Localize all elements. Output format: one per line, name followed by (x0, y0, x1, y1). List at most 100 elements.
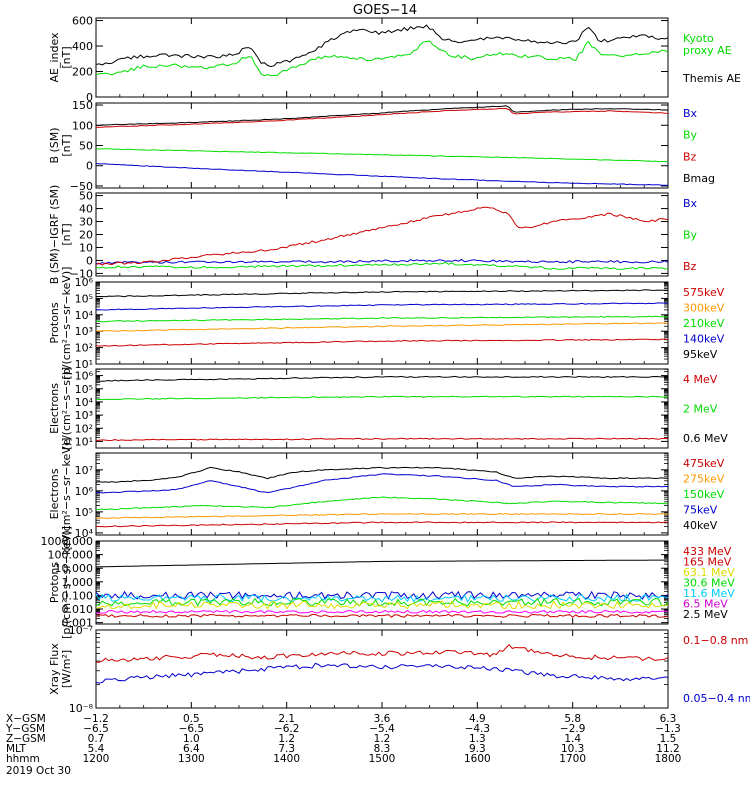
y-tick-label: 10⁶ (75, 276, 94, 289)
series-line-bx (96, 260, 668, 264)
legend-entry: 2.5 MeV (683, 608, 728, 621)
series-line-kyoto (96, 41, 668, 76)
x-axis-value: 1300 (178, 753, 205, 765)
series-line-6-5-mev (96, 611, 668, 614)
y-tick-label: 10² (75, 342, 93, 355)
y-tick-label: 10⁶ (75, 485, 94, 498)
legend-entry: 0.6 MeV (683, 432, 728, 445)
series-line-150kev (96, 497, 668, 510)
y-tick-label: 400 (72, 40, 93, 53)
y-tick-label: 200 (72, 66, 93, 79)
y-tick-label: 30 (79, 216, 93, 229)
series-line-2-5-mev (96, 615, 668, 618)
y-axis-label-line: [e/(cm²−s−sr)] (60, 367, 73, 450)
y-axis-label-line: [nT] (60, 46, 73, 68)
series-line-575kev (96, 290, 668, 297)
x-axis-value: 1600 (464, 753, 491, 765)
y-axis-label: B (SM)[nT] (48, 127, 73, 163)
y-tick-label: 10³ (75, 409, 93, 422)
y-tick-label: 10⁶ (75, 370, 94, 383)
y-tick-label: 10⁷ (75, 464, 93, 477)
legend-entry: proxy AE (683, 44, 732, 57)
series-line-bz (96, 108, 668, 127)
series-line-95kev (96, 339, 668, 346)
series-line-by (96, 149, 668, 162)
legend-entry: 140keV (683, 333, 725, 346)
panel-protons2: 0.0010.0100.1001.00010.000100.0001000.00… (41, 526, 736, 639)
legend-entry: 2 MeV (683, 403, 718, 416)
series-line-0-1-0-8-nm (96, 645, 668, 663)
legend-entry: 4 MeV (683, 373, 718, 386)
series-group (96, 106, 668, 186)
series-group (96, 207, 668, 269)
y-axis-label-line: [nT] (60, 134, 73, 156)
series-line-210kev (96, 316, 668, 322)
legend-entry: By (683, 229, 698, 242)
series-line-75kev (96, 514, 668, 519)
series-line-300kev (96, 303, 668, 310)
y-tick-label: 20 (79, 229, 93, 242)
legend-entry: 40keV (683, 519, 718, 532)
series-line-475kev (96, 467, 668, 482)
series-line-themis-ae (96, 25, 668, 67)
x-axis-row-label: hhmm (6, 753, 40, 765)
series-group (96, 560, 668, 617)
y-tick-label: 10⁵ (75, 292, 93, 305)
legend-entry: 575keV (683, 286, 725, 299)
x-axis-value: 1800 (655, 753, 682, 765)
panel-frame (96, 282, 668, 364)
series-group (96, 467, 668, 527)
legend-entry: Bx (683, 197, 698, 210)
panel-electrons1: 10¹10²10³10⁴10⁵10⁶Electrons[e/(cm²−s−sr)… (48, 367, 728, 450)
series-group (96, 645, 668, 683)
x-axis-value: 1500 (369, 753, 396, 765)
series-group (96, 290, 668, 346)
y-tick-label: 10⁻⁷ (69, 624, 93, 637)
y-axis-label-line: [W/m²] (60, 650, 73, 688)
legend-entry: 0.05−0.4 nm (683, 692, 750, 705)
figure-title: GOES−14 (353, 3, 417, 18)
legend-entry: 475keV (683, 457, 725, 470)
legend-entry: 0.1−0.8 nm (683, 634, 748, 647)
legend-entry: 95keV (683, 348, 718, 361)
y-tick-label: 0 (86, 160, 93, 173)
legend-entry: 150keV (683, 488, 725, 501)
y-tick-label: 50 (79, 190, 93, 203)
legend-entry: 75keV (683, 504, 718, 517)
series-line-bz (96, 207, 668, 265)
legend-entry: Bmag (683, 172, 715, 185)
series-line-140kev (96, 323, 668, 331)
y-axis-label-line: [p/(cm²−s−sr−keV)] (60, 267, 73, 380)
y-tick-label: 0 (86, 254, 93, 267)
legend-entry: Bx (683, 107, 698, 120)
x-axis-date: 2019 Oct 30 (6, 765, 71, 777)
y-axis-label-line: [p/(cm²−s−sr−keV)] (60, 526, 73, 639)
x-axis-value: 1200 (83, 753, 110, 765)
series-line-40kev (96, 522, 668, 527)
y-axis-label-line: [nT] (60, 223, 73, 245)
y-tick-label: 600 (72, 15, 93, 28)
series-line-2-mev (96, 396, 668, 399)
panel-frame (96, 193, 668, 276)
y-axis-label: AE_index[nT] (48, 32, 73, 83)
legend-entry: Bz (683, 260, 697, 273)
y-tick-label: 10⁵ (75, 506, 93, 519)
y-axis-label: Electrons[e/(cm²−s−sr)] (48, 367, 73, 450)
y-axis-label: Xray Flux[W/m²] (48, 643, 73, 695)
y-tick-label: 100 (72, 119, 93, 132)
panel-frame (96, 103, 668, 188)
series-group (96, 25, 668, 76)
legend-entry: Bz (683, 150, 697, 163)
panel-electrons2: 10⁴10⁵10⁶10⁷Electrons[e/(cm²−s−sr−keV)]4… (48, 438, 725, 551)
y-tick-label: 10⁵ (75, 383, 93, 396)
y-tick-label: 10³ (75, 325, 93, 338)
series-line-4-mev (96, 438, 668, 440)
y-tick-label: 150 (72, 99, 93, 112)
